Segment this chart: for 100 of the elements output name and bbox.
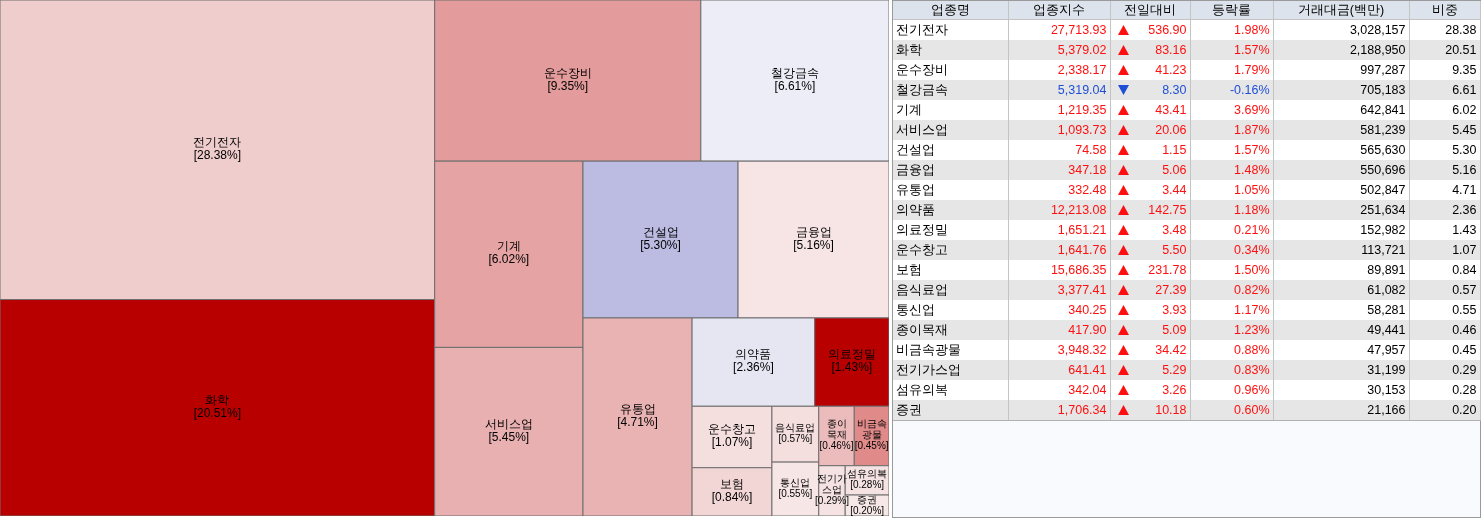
category-label: 금융업 (893, 160, 1008, 180)
data-label: 0.46 (1409, 320, 1480, 340)
data-label: 550,696 (1273, 160, 1409, 180)
category-label: 증권 (893, 400, 1008, 421)
data-label: 332.48 (1008, 180, 1110, 200)
data-label: 0.57 (1409, 280, 1480, 300)
data-label: 43.41 (1155, 101, 1187, 119)
data-label: 0.21% (1190, 220, 1273, 240)
data-label: 1.79% (1190, 60, 1273, 80)
data-label: 340.25 (1008, 300, 1110, 320)
data-label: [1.43%] (831, 360, 873, 375)
data-label: 1.23% (1190, 320, 1273, 340)
data-label: [6.61%] (774, 78, 816, 93)
data-label: 5.16 (1409, 160, 1480, 180)
data-label: 5.30 (1409, 140, 1480, 160)
data-label: 4.71 (1409, 180, 1480, 200)
data-label: 28.38 (1409, 19, 1480, 40)
data-label: [0.57%] (778, 433, 813, 445)
data-label: [0.28%] (850, 479, 885, 491)
category-label: 운수창고 (893, 240, 1008, 260)
data-label: [5.16%] (793, 237, 834, 252)
data-label: 997,287 (1273, 60, 1409, 80)
data-label: [2.36%] (733, 360, 774, 375)
data-label: 1.17% (1190, 300, 1273, 320)
data-label: 0.82% (1190, 280, 1273, 300)
data-label: 3.26 (1162, 381, 1187, 399)
data-label: 0.34% (1190, 240, 1273, 260)
data-label: 0.45 (1409, 340, 1480, 360)
category-label: 서비스업 (893, 120, 1008, 140)
text: 등락률 (1190, 1, 1273, 20)
category-label: 비금속광물 (856, 418, 887, 441)
data-label: 3,948.32 (1008, 340, 1110, 360)
data-label: 2,188,950 (1273, 40, 1409, 60)
data-label: 0.55 (1409, 300, 1480, 320)
data-label: [6.02%] (488, 252, 530, 267)
data-label: 5.29 (1162, 361, 1187, 379)
data-label: 58,281 (1273, 300, 1409, 320)
data-label: 34.42 (1155, 341, 1187, 359)
data-label: 30,153 (1273, 380, 1409, 400)
data-label: 15,686.35 (1008, 260, 1110, 280)
data-label: 1.07 (1409, 240, 1480, 260)
data-label: 231.78 (1148, 261, 1187, 279)
data-label: 27,713.93 (1008, 19, 1110, 40)
data-label: 641.41 (1008, 360, 1110, 380)
data-label: 3.44 (1162, 181, 1187, 199)
category-label: 금융업 (795, 224, 832, 239)
category-label: 증권 (857, 493, 878, 505)
category-label: 통신업 (780, 477, 811, 489)
data-label: 6.02 (1409, 100, 1480, 120)
category-label: 통신업 (893, 300, 1008, 320)
category-label: 전기전자 (893, 19, 1008, 40)
category-label: 의약품 (735, 347, 772, 362)
data-label: 0.84 (1409, 260, 1480, 280)
category-label: 섬유의복 (893, 380, 1008, 400)
data-label: 5.45 (1409, 120, 1480, 140)
category-label: 운수창고 (708, 422, 757, 436)
data-label: 49,441 (1273, 320, 1409, 340)
category-label: 전기전자 (193, 134, 242, 149)
data-label: 1,641.76 (1008, 240, 1110, 260)
data-label: 2.36 (1409, 200, 1480, 220)
data-label: [0.84%] (711, 489, 753, 504)
data-label: [1.07%] (711, 435, 753, 449)
data-label: 3,377.41 (1008, 280, 1110, 300)
data-label: 642,841 (1273, 100, 1409, 120)
category-label: 종이목재 (893, 320, 1008, 340)
data-label: 536.90 (1148, 21, 1187, 39)
data-label: [0.45%] (854, 440, 889, 452)
data-label: 3.69% (1190, 100, 1273, 120)
data-label: 1.57% (1190, 140, 1273, 160)
data-label: 1.50% (1190, 260, 1273, 280)
data-label: 9.35 (1409, 60, 1480, 80)
category-label: 화학 (205, 392, 230, 407)
legend-label: 비중 (1409, 1, 1480, 20)
data-label: 1,219.35 (1008, 100, 1110, 120)
data-label: [20.51%] (193, 405, 242, 420)
category-label: 건설업 (893, 140, 1008, 160)
data-label: 89,891 (1273, 260, 1409, 280)
category-label: 운수장비 (893, 60, 1008, 80)
data-label: 347.18 (1008, 160, 1110, 180)
data-label: 21,166 (1273, 400, 1409, 421)
data-label: 0.83% (1190, 360, 1273, 380)
data-label: 1.18% (1190, 200, 1273, 220)
category-label: 전기가스업 (816, 473, 847, 496)
data-label: 2,338.17 (1008, 60, 1110, 80)
data-label: 1.98% (1190, 19, 1273, 40)
data-label: [0.20%] (850, 504, 885, 516)
data-label: 1.87% (1190, 120, 1273, 140)
category-label: 기계 (893, 100, 1008, 120)
data-label: 565,630 (1273, 140, 1409, 160)
data-label: 5,379.02 (1008, 40, 1110, 60)
data-label: -0.16% (1190, 80, 1273, 100)
data-label: 27.39 (1155, 281, 1187, 299)
category-label: 운수장비 (543, 65, 592, 80)
data-label: 152,982 (1273, 220, 1409, 240)
data-label: [0.55%] (778, 488, 813, 500)
category-label: 유통업 (619, 401, 656, 416)
data-label: 1.57% (1190, 40, 1273, 60)
category-label: 철강금속 (770, 65, 819, 80)
data-label: 0.20 (1409, 400, 1480, 421)
category-label: 기계 (496, 239, 521, 254)
